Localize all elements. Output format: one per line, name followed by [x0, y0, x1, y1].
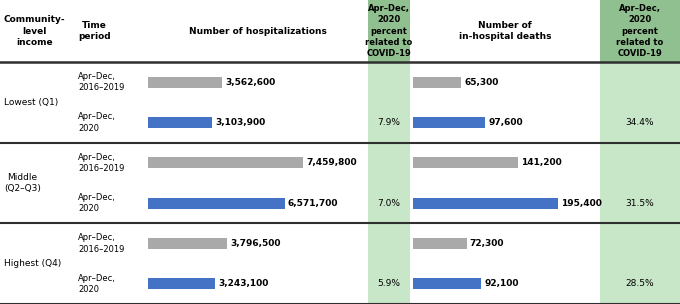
Text: 65,300: 65,300 — [464, 78, 499, 87]
Text: 7.0%: 7.0% — [377, 199, 401, 208]
Text: Apr–Dec,
2020
percent
related to
COVID-19: Apr–Dec, 2020 percent related to COVID-1… — [365, 4, 413, 58]
Text: Apr–Dec,
2016–2019: Apr–Dec, 2016–2019 — [78, 153, 124, 173]
Text: Number of hospitalizations: Number of hospitalizations — [189, 26, 327, 36]
Text: Highest (Q4): Highest (Q4) — [4, 259, 61, 268]
Bar — [0, 62, 680, 143]
Bar — [413, 278, 481, 289]
Bar — [148, 157, 303, 168]
Bar — [148, 198, 284, 209]
Text: 97,600: 97,600 — [488, 118, 523, 127]
Bar — [368, 223, 410, 304]
Bar — [600, 62, 680, 143]
Text: 141,200: 141,200 — [521, 158, 562, 167]
Text: 28.5%: 28.5% — [626, 279, 654, 288]
Bar — [413, 157, 517, 168]
Bar — [413, 198, 558, 209]
Text: Apr–Dec,
2016–2019: Apr–Dec, 2016–2019 — [78, 233, 124, 254]
Bar — [148, 77, 222, 88]
Text: 3,562,600: 3,562,600 — [225, 78, 275, 87]
Bar — [600, 0, 680, 62]
Bar — [600, 143, 680, 223]
Bar — [148, 238, 227, 249]
Text: 34.4%: 34.4% — [626, 118, 654, 127]
Text: 5.9%: 5.9% — [377, 279, 401, 288]
Bar — [0, 223, 680, 304]
Bar — [0, 143, 680, 223]
Text: Number of
in-hospital deaths: Number of in-hospital deaths — [459, 21, 551, 41]
Text: 3,796,500: 3,796,500 — [230, 239, 280, 248]
Text: 7,459,800: 7,459,800 — [306, 158, 356, 167]
Text: 92,100: 92,100 — [484, 279, 519, 288]
Bar — [368, 0, 410, 62]
Text: 3,103,900: 3,103,900 — [216, 118, 266, 127]
Text: 3,243,100: 3,243,100 — [218, 279, 269, 288]
Bar — [0, 0, 680, 62]
Text: 6,571,700: 6,571,700 — [288, 199, 338, 208]
Bar — [368, 143, 410, 223]
Text: Apr–Dec,
2020
percent
related to
COVID-19: Apr–Dec, 2020 percent related to COVID-1… — [616, 4, 664, 58]
Bar — [368, 62, 410, 143]
Bar — [600, 223, 680, 304]
Text: 72,300: 72,300 — [470, 239, 504, 248]
Text: Apr–Dec,
2016–2019: Apr–Dec, 2016–2019 — [78, 72, 124, 92]
Text: 195,400: 195,400 — [561, 199, 602, 208]
Text: Apr–Dec,
2020: Apr–Dec, 2020 — [78, 112, 116, 133]
Text: Community-
level
income: Community- level income — [4, 16, 66, 47]
Text: Middle
(Q2–Q3): Middle (Q2–Q3) — [4, 173, 41, 193]
Text: Time
period: Time period — [78, 21, 111, 41]
Text: 7.9%: 7.9% — [377, 118, 401, 127]
Text: Lowest (Q1): Lowest (Q1) — [4, 98, 58, 107]
Bar — [413, 238, 466, 249]
Bar — [148, 117, 212, 128]
Text: Apr–Dec,
2020: Apr–Dec, 2020 — [78, 193, 116, 213]
Bar — [413, 77, 462, 88]
Bar — [148, 278, 216, 289]
Bar — [413, 117, 486, 128]
Text: Apr–Dec,
2020: Apr–Dec, 2020 — [78, 274, 116, 294]
Text: 31.5%: 31.5% — [626, 199, 654, 208]
